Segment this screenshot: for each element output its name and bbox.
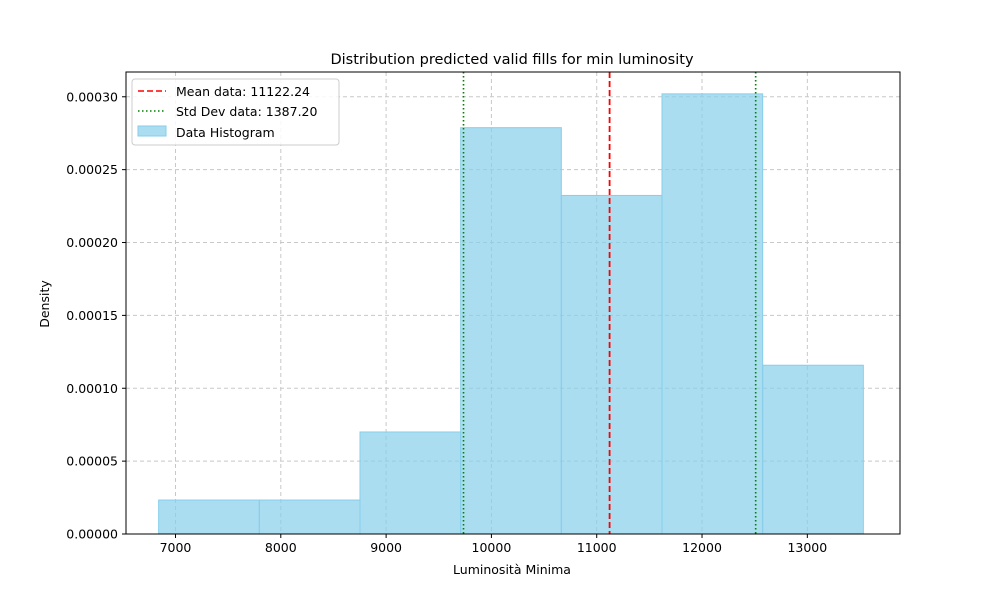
x-tick-label: 7000 [160, 540, 192, 555]
histogram-bar [258, 499, 361, 535]
legend-frame [131, 78, 340, 146]
legend-label-std: Std Dev data: 1387.20 [176, 104, 318, 119]
x-tick-label: 12000 [682, 540, 722, 555]
y-tick-label: 0.00010 [66, 381, 118, 396]
histogram-bar [158, 499, 260, 535]
y-axis-label: Density [37, 280, 52, 328]
y-axis-ticks: 0.00000 0.00005 0.00010 0.00015 0.00020 0.000… [66, 89, 126, 542]
y-tick-label: 0.00030 [66, 89, 118, 104]
x-tick-label: 10000 [472, 540, 512, 555]
histogram-bar [762, 364, 864, 535]
x-tick-label: 11000 [577, 540, 617, 555]
chart-title: Distribution predicted valid fills for m… [330, 52, 693, 68]
x-tick-label: 8000 [265, 540, 297, 555]
x-tick-label: 9000 [370, 540, 402, 555]
y-tick-label: 0.00005 [66, 454, 118, 469]
histogram-bar [560, 194, 663, 535]
legend-label-mean: Mean data: 11122.24 [176, 84, 310, 99]
plot-frame [125, 71, 901, 535]
reference-lines [462, 72, 757, 534]
histogram-bars [158, 93, 864, 535]
legend: Mean data: 11122.24 Std Dev data: 1387.2… [131, 78, 340, 146]
legend-label-histogram: Data Histogram [176, 125, 275, 140]
histogram-bar [661, 93, 764, 535]
y-tick-label: 0.00020 [66, 235, 118, 250]
y-tick-label: 0.00000 [66, 527, 118, 542]
histogram-bar [460, 127, 562, 535]
y-tick-label: 0.00015 [66, 308, 118, 323]
x-axis-label: Luminosità Minima [453, 562, 571, 577]
legend-swatch-histogram [137, 125, 167, 137]
x-axis-ticks: 7000 8000 9000 10000 11000 12000 13000 [160, 534, 827, 555]
x-tick-label: 13000 [787, 540, 827, 555]
y-tick-label: 0.00025 [66, 162, 118, 177]
histogram-bar [359, 431, 462, 535]
